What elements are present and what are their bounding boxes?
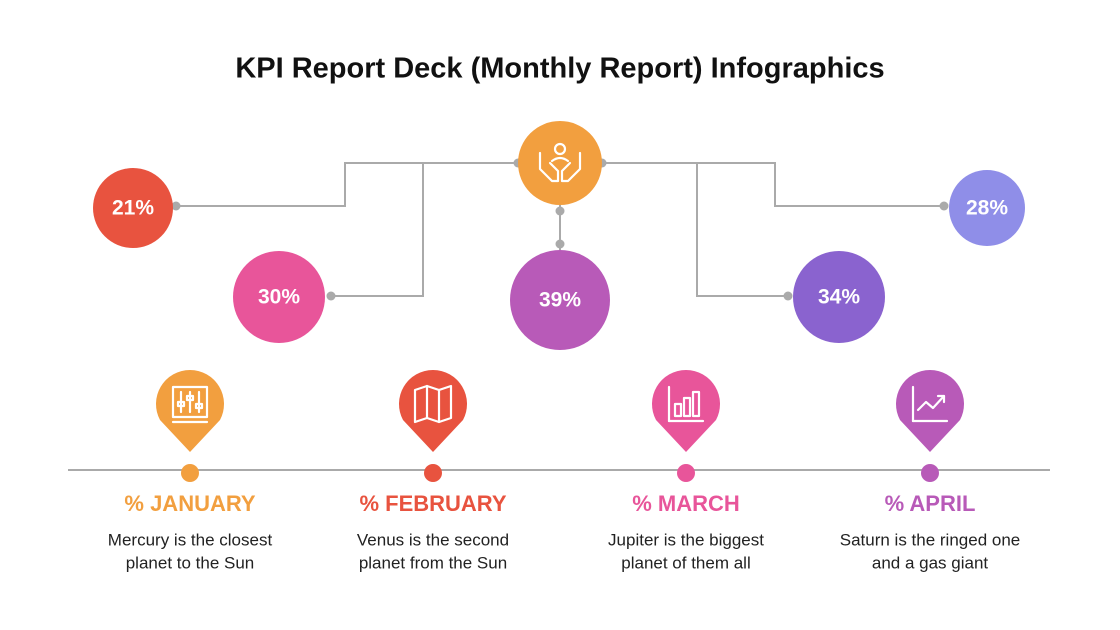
month-description: Venus is the second bbox=[357, 530, 509, 549]
pin-icons bbox=[171, 384, 949, 424]
kpi-bubble bbox=[949, 170, 1025, 246]
connector bbox=[602, 162, 944, 207]
month-title: % JANUARY bbox=[124, 491, 256, 516]
title: KPI Report Deck (Monthly Report) Infogra… bbox=[235, 53, 884, 85]
kpi-label: 30% bbox=[258, 286, 300, 309]
month-title: % FEBRUARY bbox=[359, 491, 506, 516]
month-description: Jupiter is the biggest bbox=[608, 530, 764, 549]
kpi-label: 34% bbox=[818, 286, 860, 309]
month-description: and a gas giant bbox=[872, 553, 989, 572]
kpi-label: 28% bbox=[966, 197, 1008, 220]
kpi-bubble bbox=[93, 168, 173, 248]
connector bbox=[331, 163, 424, 297]
kpi-bubble bbox=[510, 250, 610, 350]
connector bbox=[696, 163, 788, 297]
kpi-bubble bbox=[233, 251, 325, 343]
month-title: % MARCH bbox=[632, 491, 740, 516]
month-description: Saturn is the ringed one bbox=[840, 530, 1021, 549]
kpi-label: 21% bbox=[112, 197, 154, 220]
kpi-label: 39% bbox=[539, 289, 581, 312]
timeline-dot bbox=[921, 464, 939, 482]
month-description: planet to the Sun bbox=[126, 553, 255, 572]
month-description: planet of them all bbox=[621, 553, 750, 572]
connector bbox=[176, 162, 518, 207]
kpi-bubble bbox=[793, 251, 885, 343]
hub bbox=[518, 121, 602, 205]
timeline-dot bbox=[424, 464, 442, 482]
month-description: planet from the Sun bbox=[359, 553, 507, 572]
timeline-dot bbox=[677, 464, 695, 482]
month-title: % APRIL bbox=[885, 491, 976, 516]
month-description: Mercury is the closest bbox=[108, 530, 273, 549]
timeline-dot bbox=[181, 464, 199, 482]
